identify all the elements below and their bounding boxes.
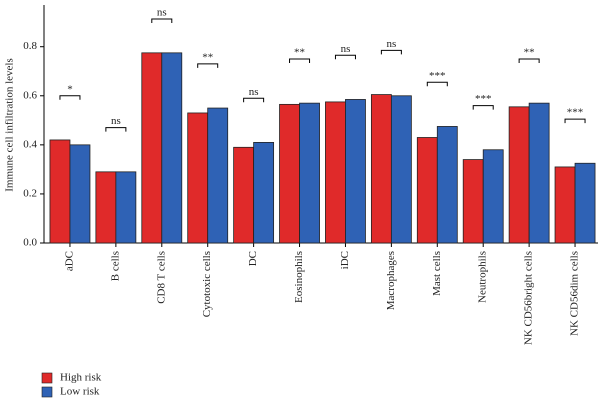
bar — [187, 112, 209, 244]
significance-bracket — [289, 58, 311, 63]
bar — [528, 102, 550, 244]
bar — [508, 106, 530, 244]
bar — [345, 99, 366, 244]
x-tick-label: Mast cells — [431, 251, 443, 296]
significance-bracket — [426, 81, 448, 87]
significance-label: *** — [567, 107, 584, 119]
bar — [115, 171, 137, 244]
bar — [325, 101, 346, 244]
legend-swatch — [41, 386, 53, 398]
bar — [49, 139, 71, 244]
significance-bracket — [243, 97, 265, 103]
significance-bracket — [518, 58, 540, 63]
significance-label: * — [67, 83, 73, 95]
y-tick-label: 0.4 — [23, 138, 37, 150]
significance-bracket — [564, 118, 586, 124]
x-tick-label: Macrophages — [385, 251, 397, 310]
bar — [161, 52, 183, 244]
legend-swatch — [41, 372, 53, 384]
bar — [233, 146, 255, 244]
bar — [141, 52, 163, 244]
significance-label: ns — [111, 115, 121, 127]
bar — [416, 137, 438, 244]
bar — [554, 166, 576, 244]
significance-bracket — [151, 18, 173, 23]
x-tick-label: CD8 T cells — [155, 251, 167, 304]
significance-label: ** — [524, 47, 535, 59]
x-tick-label: iDC — [339, 251, 351, 269]
bar — [95, 171, 117, 244]
bar — [253, 142, 275, 244]
significance-label: ** — [202, 51, 213, 63]
significance-bracket — [105, 127, 127, 132]
significance-label: *** — [475, 93, 492, 105]
x-tick-label: NK CD56bright cells — [523, 251, 535, 345]
legend-label: High risk — [60, 372, 102, 384]
x-tick-label: aDC — [63, 251, 75, 271]
bar — [390, 95, 412, 244]
y-tick-label: 0.0 — [23, 237, 37, 249]
significance-label: ns — [157, 7, 167, 19]
significance-label: ** — [294, 47, 305, 59]
bar — [207, 107, 229, 244]
legend-label: Low risk — [60, 386, 100, 398]
significance-label: ns — [249, 86, 259, 98]
significance-label: ns — [386, 38, 396, 50]
significance-bracket — [334, 54, 356, 60]
y-axis-label: Immune cell infiltration levels — [4, 58, 16, 192]
y-tick-label: 0.8 — [23, 40, 37, 52]
x-tick-label: Neutrophils — [477, 251, 489, 303]
bar — [574, 162, 596, 244]
bar — [436, 126, 458, 244]
bar — [482, 149, 504, 244]
significance-label: *** — [429, 70, 446, 82]
x-tick-label: Eosinophils — [293, 251, 305, 303]
x-tick-label: Cytotoxic cells — [201, 251, 213, 317]
y-tick-label: 0.6 — [23, 89, 37, 101]
bar — [299, 102, 320, 244]
significance-bracket — [380, 49, 402, 55]
bar — [370, 94, 392, 244]
x-tick-label: DC — [247, 251, 259, 266]
bar — [279, 103, 300, 244]
significance-bracket — [197, 63, 219, 68]
significance-bracket — [59, 95, 81, 100]
bar — [69, 144, 91, 244]
y-tick-label: 0.2 — [23, 187, 37, 199]
x-tick-label: NK CD56dim cells — [569, 251, 581, 336]
x-tick-label: B cells — [109, 251, 121, 281]
significance-label: ns — [341, 43, 351, 55]
bar — [462, 159, 484, 244]
significance-bracket — [472, 105, 494, 110]
